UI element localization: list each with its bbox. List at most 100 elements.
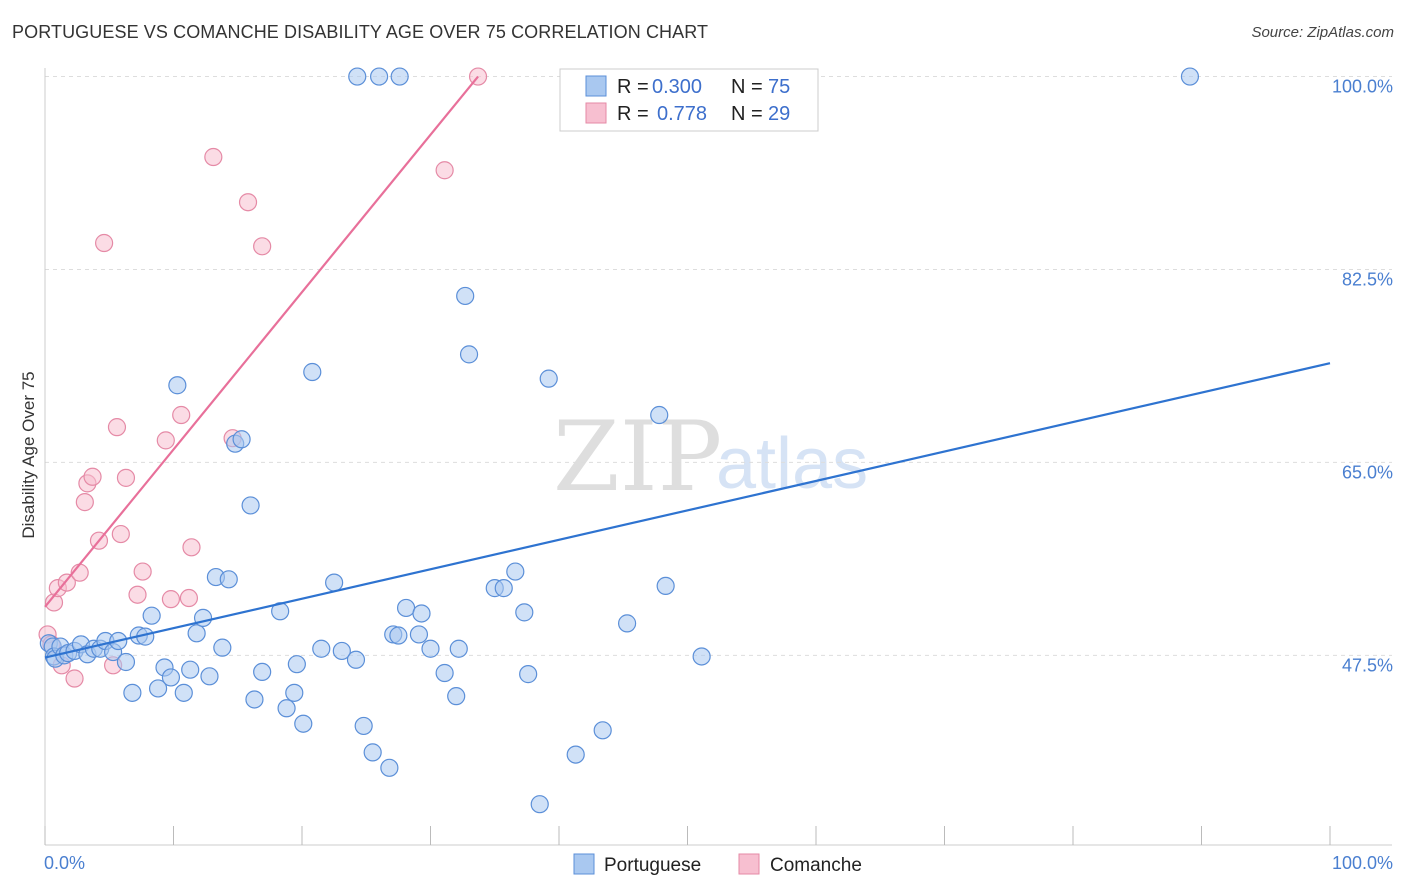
comanche-point [435, 161, 454, 180]
bottom-legend-label-portuguese: Portuguese [604, 855, 701, 876]
watermark-zip: ZIP [553, 401, 722, 513]
y-tick-label: 65.0% [1342, 462, 1393, 482]
portuguese-point [148, 679, 168, 698]
portuguese-trend-line [44, 362, 1331, 659]
portuguese-point [253, 662, 272, 682]
legend-n-label-portuguese: N = [731, 76, 763, 98]
portuguese-point [303, 362, 322, 382]
portuguese-point [363, 743, 382, 762]
portuguese-point [370, 67, 389, 86]
comanche-point [133, 562, 152, 581]
comanche-point [253, 237, 272, 256]
portuguese-point [245, 690, 264, 709]
bottom-legend-swatch-portuguese [573, 853, 595, 875]
portuguese-point [650, 405, 669, 425]
comanche-point [116, 468, 136, 487]
chart-source: Source: ZipAtlas.com [1251, 24, 1394, 41]
portuguese-point [390, 67, 409, 86]
portuguese-point [456, 286, 475, 306]
portuguese-point [294, 714, 313, 733]
legend-n-value-comanche: 29 [768, 103, 790, 125]
portuguese-point [287, 655, 306, 674]
y-tick-label: 82.5% [1342, 269, 1393, 289]
x-tick-label-max: 100.0% [1332, 853, 1393, 873]
portuguese-point [187, 624, 206, 643]
portuguese-point [519, 665, 538, 684]
portuguese-point [161, 668, 181, 687]
portuguese-point [354, 716, 373, 736]
portuguese-point [232, 430, 251, 449]
portuguese-point [412, 604, 431, 623]
x-ticks [44, 826, 1331, 845]
portuguese-point [593, 721, 612, 740]
portuguese-point [618, 614, 637, 633]
legend-swatch-portuguese [585, 75, 607, 97]
portuguese-point [142, 606, 161, 625]
comanche-point [238, 193, 258, 212]
legend-r-label-portuguese: R = [617, 76, 649, 98]
portuguese-point [539, 369, 558, 388]
portuguese-point [530, 795, 549, 814]
trend-lines [44, 75, 1331, 659]
y-axis-label: Disability Age Over 75 [19, 371, 38, 538]
comanche-point [83, 467, 102, 486]
chart-title: PORTUGUESE VS COMANCHE DISABILITY AGE OV… [12, 22, 709, 42]
portuguese-point [277, 699, 296, 718]
legend-swatch-comanche [585, 102, 607, 124]
portuguese-point [515, 603, 534, 622]
portuguese-point [346, 650, 366, 669]
portuguese-point [435, 663, 454, 683]
gridlines [45, 76, 1392, 656]
portuguese-point [285, 683, 304, 702]
portuguese-point [459, 345, 479, 364]
portuguese-point [168, 376, 187, 395]
legend-n-value-portuguese: 75 [768, 76, 790, 98]
comanche-point [75, 493, 94, 512]
portuguese-point [219, 570, 238, 589]
portuguese-point [123, 683, 142, 702]
portuguese-point [421, 639, 440, 658]
portuguese-point [409, 625, 429, 644]
portuguese-point [1180, 67, 1200, 86]
portuguese-point [380, 758, 399, 777]
comanche-point [95, 233, 114, 253]
comanche-point [107, 418, 127, 437]
portuguese-point [332, 641, 351, 661]
comanche-point [179, 588, 199, 608]
legend-r-label-comanche: R = [617, 103, 649, 125]
bottom-legend-label-comanche: Comanche [770, 855, 862, 876]
portuguese-point [449, 639, 468, 658]
comanche-point [172, 405, 191, 425]
comanche-point [161, 590, 181, 609]
portuguese-point [213, 638, 232, 657]
y-tick-label: 47.5% [1342, 655, 1393, 675]
comanche-point [204, 147, 223, 167]
portuguese-point [506, 562, 525, 581]
x-tick-label-min: 0.0% [44, 853, 85, 873]
portuguese-point [566, 745, 585, 764]
comanche-point [128, 585, 147, 604]
portuguese-point [656, 576, 675, 596]
portuguese-point [692, 647, 711, 666]
comanche-trend-line [44, 75, 479, 608]
legend-box: R = 0.300 N = 75 R = 0.778 N = 29 [559, 68, 819, 132]
y-tick-labels: 47.5% 65.0% 82.5% 100.0% [1332, 77, 1393, 676]
portuguese-point [325, 573, 344, 592]
portuguese-point [312, 639, 331, 658]
axes [44, 68, 1392, 846]
portuguese-point [241, 496, 260, 515]
comanche-point [156, 431, 175, 450]
comanche-points [38, 67, 488, 688]
bottom-legend-swatch-comanche [738, 853, 760, 875]
comanche-point [65, 669, 84, 688]
comanche-point [111, 524, 130, 544]
bottom-legend: Portuguese Comanche [573, 853, 862, 876]
legend-r-value-portuguese: 0.300 [652, 76, 702, 98]
portuguese-point [348, 67, 367, 86]
portuguese-point [389, 626, 408, 645]
legend-r-value-comanche: 0.778 [657, 103, 707, 125]
portuguese-point [181, 660, 200, 679]
portuguese-point [494, 579, 513, 598]
portuguese-point [174, 683, 193, 702]
